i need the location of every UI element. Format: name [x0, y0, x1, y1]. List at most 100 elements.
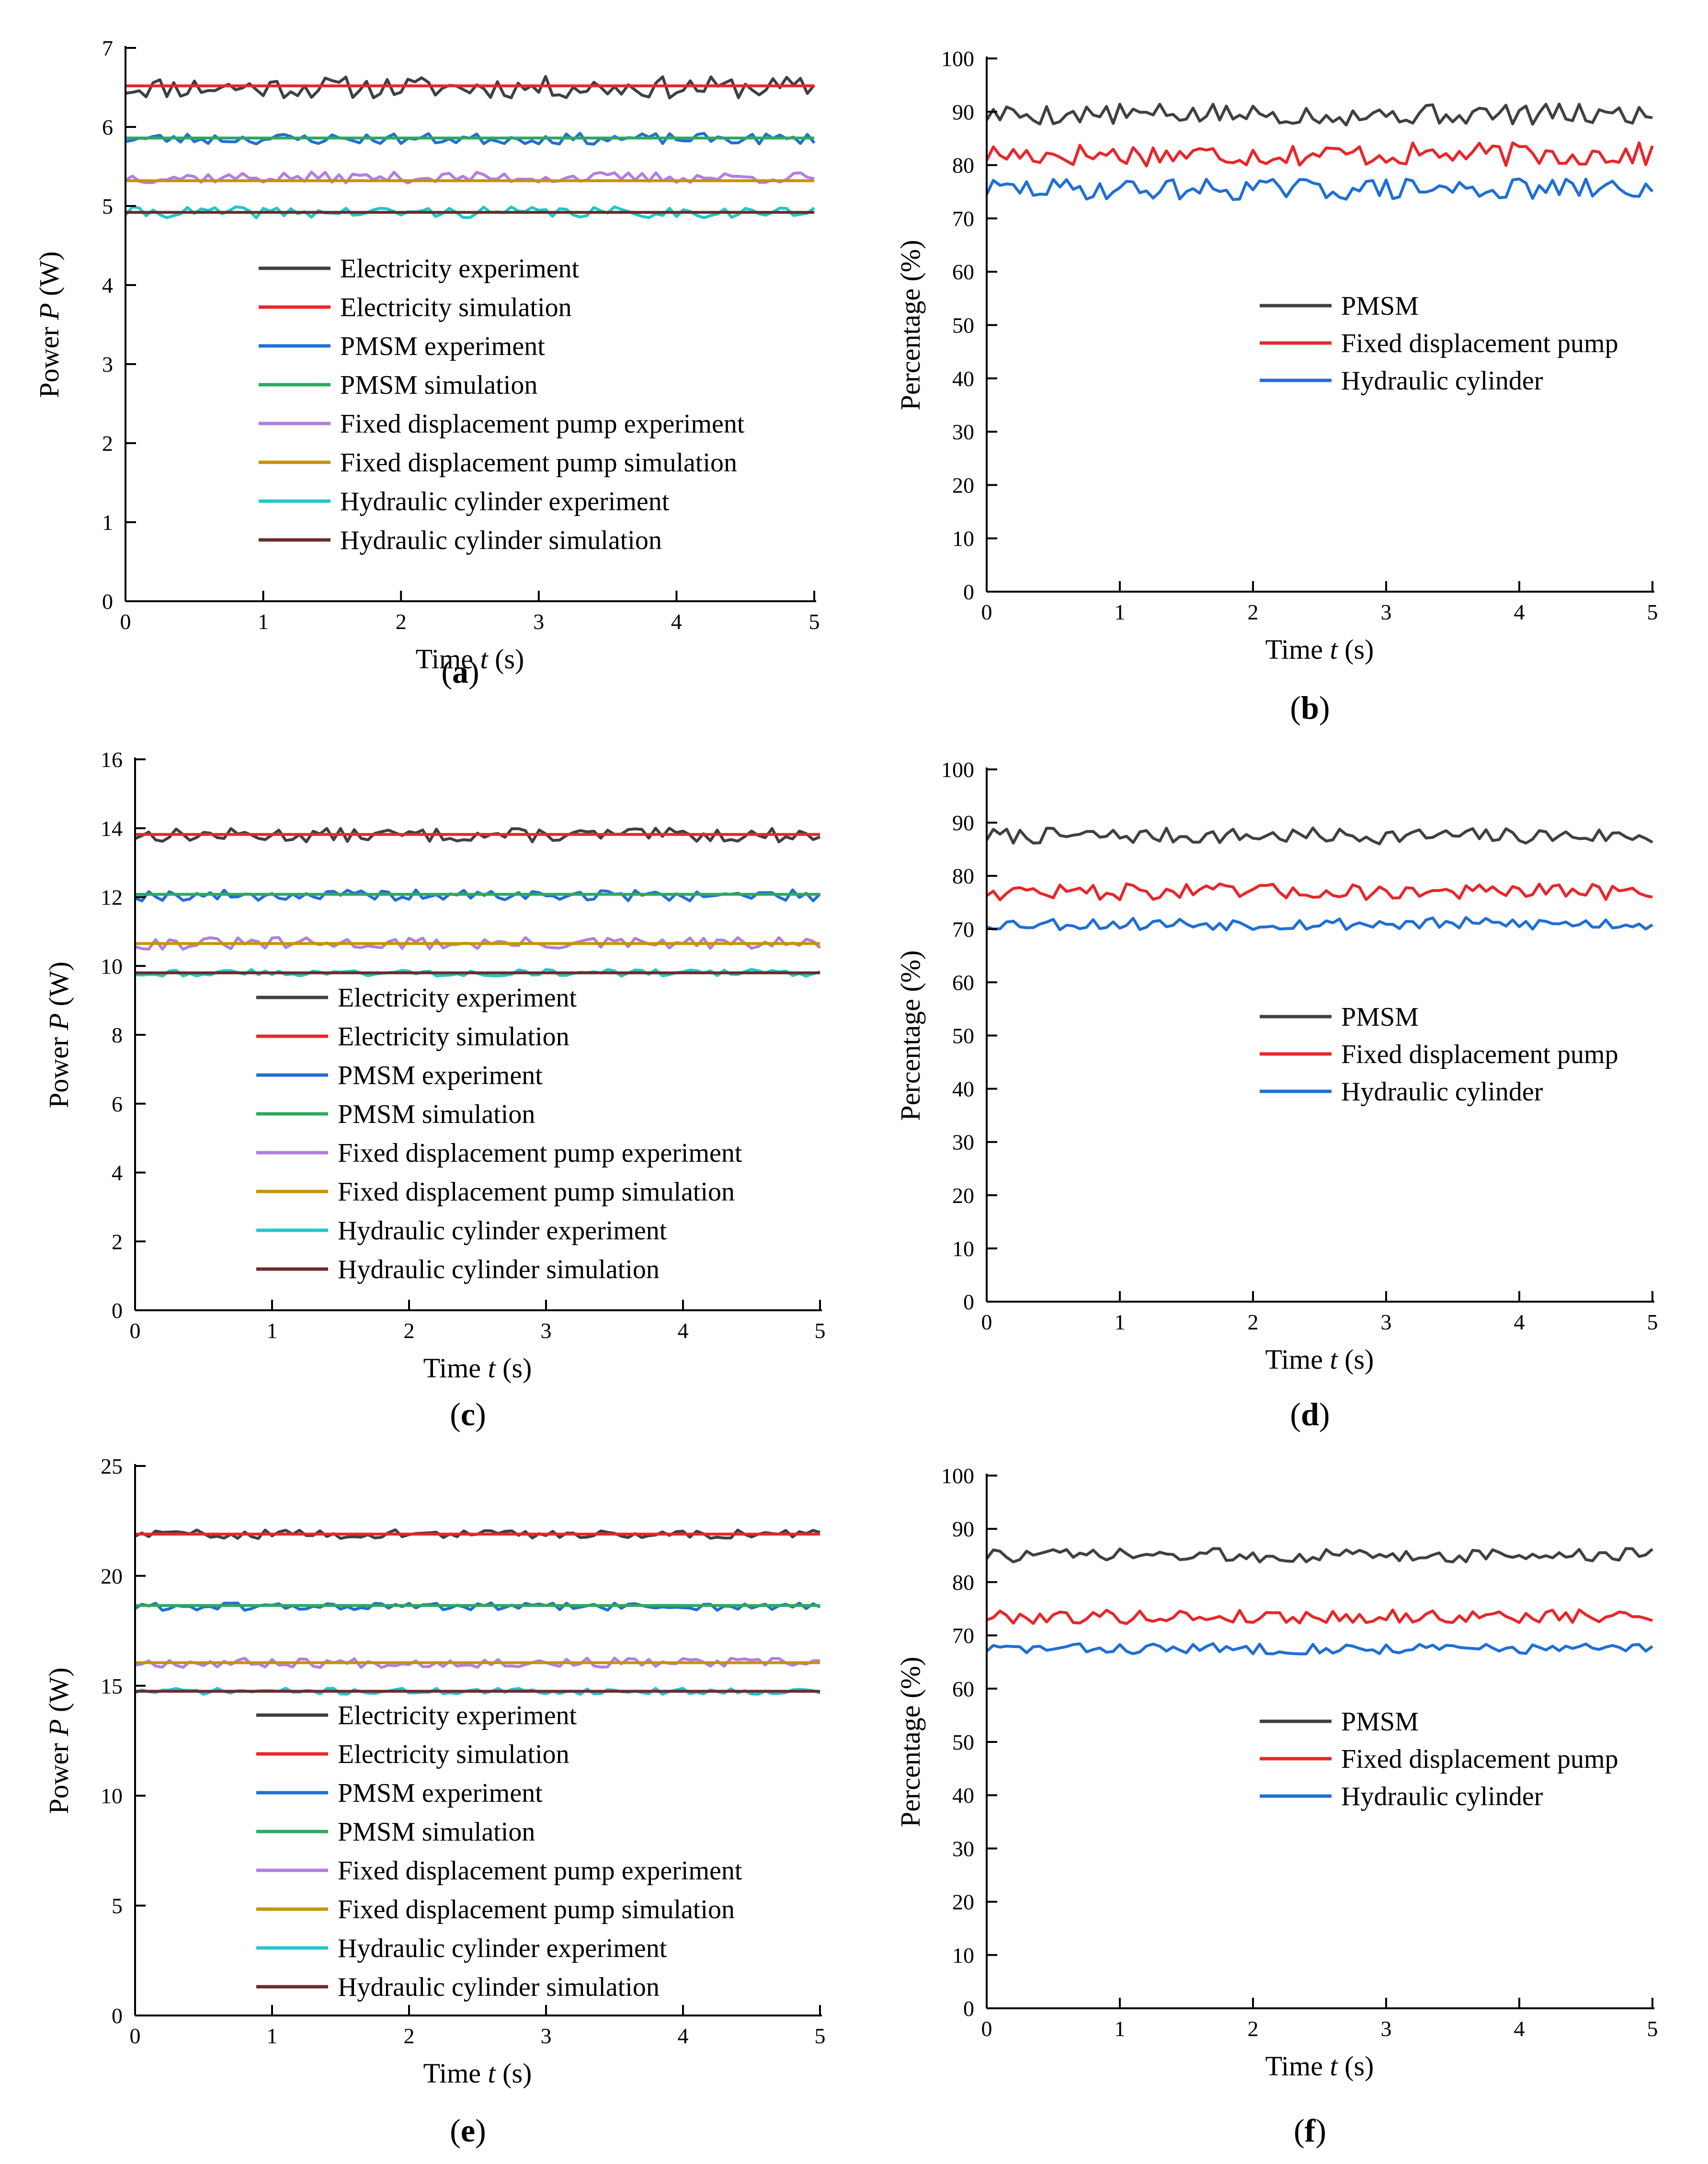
series-line-2: [986, 1608, 1653, 1625]
x-tick-label: 1: [1115, 2016, 1126, 2041]
chart-panel-5: 0 1 2 3 4 5 0 5 10 15 20 25 Time t (s) Power P (W) Ele…: [43, 1454, 826, 2149]
legend-label: Hydraulic cylinder simulation: [338, 1255, 660, 1284]
legend-label: PMSM experiment: [340, 332, 545, 361]
legend-label: Hydraulic cylinder: [1341, 1782, 1543, 1811]
panel-label: (d): [1290, 1396, 1330, 1432]
x-tick-label: 4: [1514, 600, 1525, 624]
legend-label: Electricity simulation: [338, 1022, 569, 1052]
x-axis-label: Time t (s): [1265, 1344, 1374, 1375]
series-line-2: [986, 882, 1653, 902]
legend-label: Hydraulic cylinder experiment: [338, 1934, 667, 1963]
y-tick-label: 30: [952, 1130, 974, 1155]
y-tick-label: 90: [952, 100, 974, 124]
x-axis-label: Time t (s): [423, 1352, 532, 1384]
y-tick-label: 4: [102, 273, 113, 298]
x-tick-label: 3: [541, 2024, 552, 2048]
y-tick-label: 14: [101, 816, 123, 841]
x-tick-label: 5: [1647, 1310, 1658, 1334]
y-tick-label: 70: [952, 1624, 974, 1648]
x-tick-label: 3: [1381, 2016, 1392, 2041]
legend: PMSM Fixed displacement pump Hydraulic cyl…: [1260, 1707, 1618, 1811]
legend-label: Fixed displacement pump experiment: [338, 1138, 742, 1168]
x-tick-label: 3: [541, 1318, 552, 1343]
legend-label: Fixed displacement pump: [1341, 1744, 1618, 1774]
y-tick-label: 12: [101, 885, 123, 910]
y-tick-label: 10: [101, 1784, 123, 1808]
y-tick-label: 20: [952, 1183, 974, 1208]
y-tick-label: 70: [952, 917, 974, 941]
y-axis-label: Percentage (%): [895, 950, 926, 1121]
x-tick-label: 3: [1381, 600, 1392, 624]
x-tick-label: 0: [130, 2024, 141, 2048]
legend-label: Fixed displacement pump simulation: [340, 448, 737, 478]
series-line-1: [125, 75, 816, 100]
y-tick-label: 50: [952, 313, 974, 338]
y-tick-label: 25: [101, 1454, 123, 1478]
y-tick-label: 80: [952, 864, 974, 888]
x-tick-label: 5: [815, 1318, 826, 1343]
x-tick-label: 5: [1647, 600, 1658, 624]
y-tick-label: 0: [102, 589, 113, 614]
y-tick-label: 90: [952, 811, 974, 835]
x-tick-label: 1: [1115, 600, 1126, 624]
legend-label: Hydraulic cylinder experiment: [338, 1216, 667, 1246]
y-axis-label: Power P (W): [43, 962, 74, 1108]
series-line-3: [985, 177, 1654, 201]
y-tick-label: 70: [952, 206, 974, 231]
legend-label: Hydraulic cylinder experiment: [340, 487, 670, 516]
series-line-7: [124, 205, 815, 219]
series-line-5: [135, 936, 821, 951]
x-axis-label: Time t (s): [423, 2058, 532, 2089]
x-tick-label: 5: [1647, 2016, 1658, 2041]
legend: Electricity experiment Electricity simula…: [256, 1701, 742, 2002]
legend-label: Electricity simulation: [340, 293, 572, 322]
y-tick-label: 0: [112, 1298, 123, 1323]
y-tick-label: 0: [963, 1996, 974, 2021]
legend-label: Electricity experiment: [340, 254, 580, 284]
panel-label: (c): [450, 1396, 486, 1432]
x-tick-label: 4: [1514, 1310, 1525, 1334]
y-tick-label: 10: [101, 954, 123, 978]
x-tick-label: 2: [404, 2024, 415, 2048]
x-tick-label: 0: [120, 609, 131, 634]
y-tick-label: 10: [952, 527, 974, 551]
x-tick-label: 2: [404, 1318, 415, 1343]
legend-label: PMSM simulation: [340, 370, 537, 400]
y-axis-label: Percentage (%): [895, 1657, 926, 1827]
legend-label: Fixed displacement pump: [1341, 1040, 1618, 1069]
x-tick-label: 4: [678, 2024, 689, 2048]
y-axis-label: Power P (W): [43, 1667, 74, 1814]
panel-label: (e): [450, 2112, 486, 2149]
y-tick-label: 8: [112, 1023, 123, 1047]
legend-label: Hydraulic cylinder simulation: [338, 1972, 660, 2002]
x-tick-label: 0: [981, 600, 992, 624]
y-tick-label: 6: [112, 1092, 123, 1116]
y-tick-label: 3: [102, 352, 113, 377]
x-tick-label: 5: [809, 609, 820, 634]
legend-label: PMSM: [1341, 1707, 1419, 1737]
chart-panel-1: 0 1 2 3 4 5 0 1 2 3 4 5 6 7 Time t (s) Power P (W) Elect…: [34, 36, 820, 690]
x-tick-label: 4: [1514, 2016, 1525, 2041]
legend: Electricity experiment Electricity simula…: [256, 983, 742, 1284]
series-line-1: [985, 1547, 1653, 1564]
y-tick-label: 30: [952, 420, 974, 444]
legend: Electricity experiment Electricity simula…: [259, 254, 745, 555]
x-tick-label: 0: [981, 2016, 992, 2041]
y-tick-label: 0: [963, 580, 974, 604]
x-tick-label: 1: [267, 2024, 278, 2048]
y-tick-label: 60: [952, 260, 974, 284]
y-tick-label: 2: [102, 431, 113, 456]
x-tick-label: 4: [671, 609, 682, 634]
legend-label: Electricity experiment: [338, 1701, 577, 1730]
y-tick-label: 60: [952, 970, 974, 995]
y-tick-label: 2: [112, 1229, 123, 1254]
x-tick-label: 1: [1115, 1310, 1126, 1334]
legend-label: Hydraulic cylinder: [1341, 1077, 1543, 1107]
x-tick-label: 0: [130, 1318, 141, 1343]
y-tick-label: 1: [102, 510, 113, 535]
y-tick-label: 4: [112, 1161, 123, 1185]
